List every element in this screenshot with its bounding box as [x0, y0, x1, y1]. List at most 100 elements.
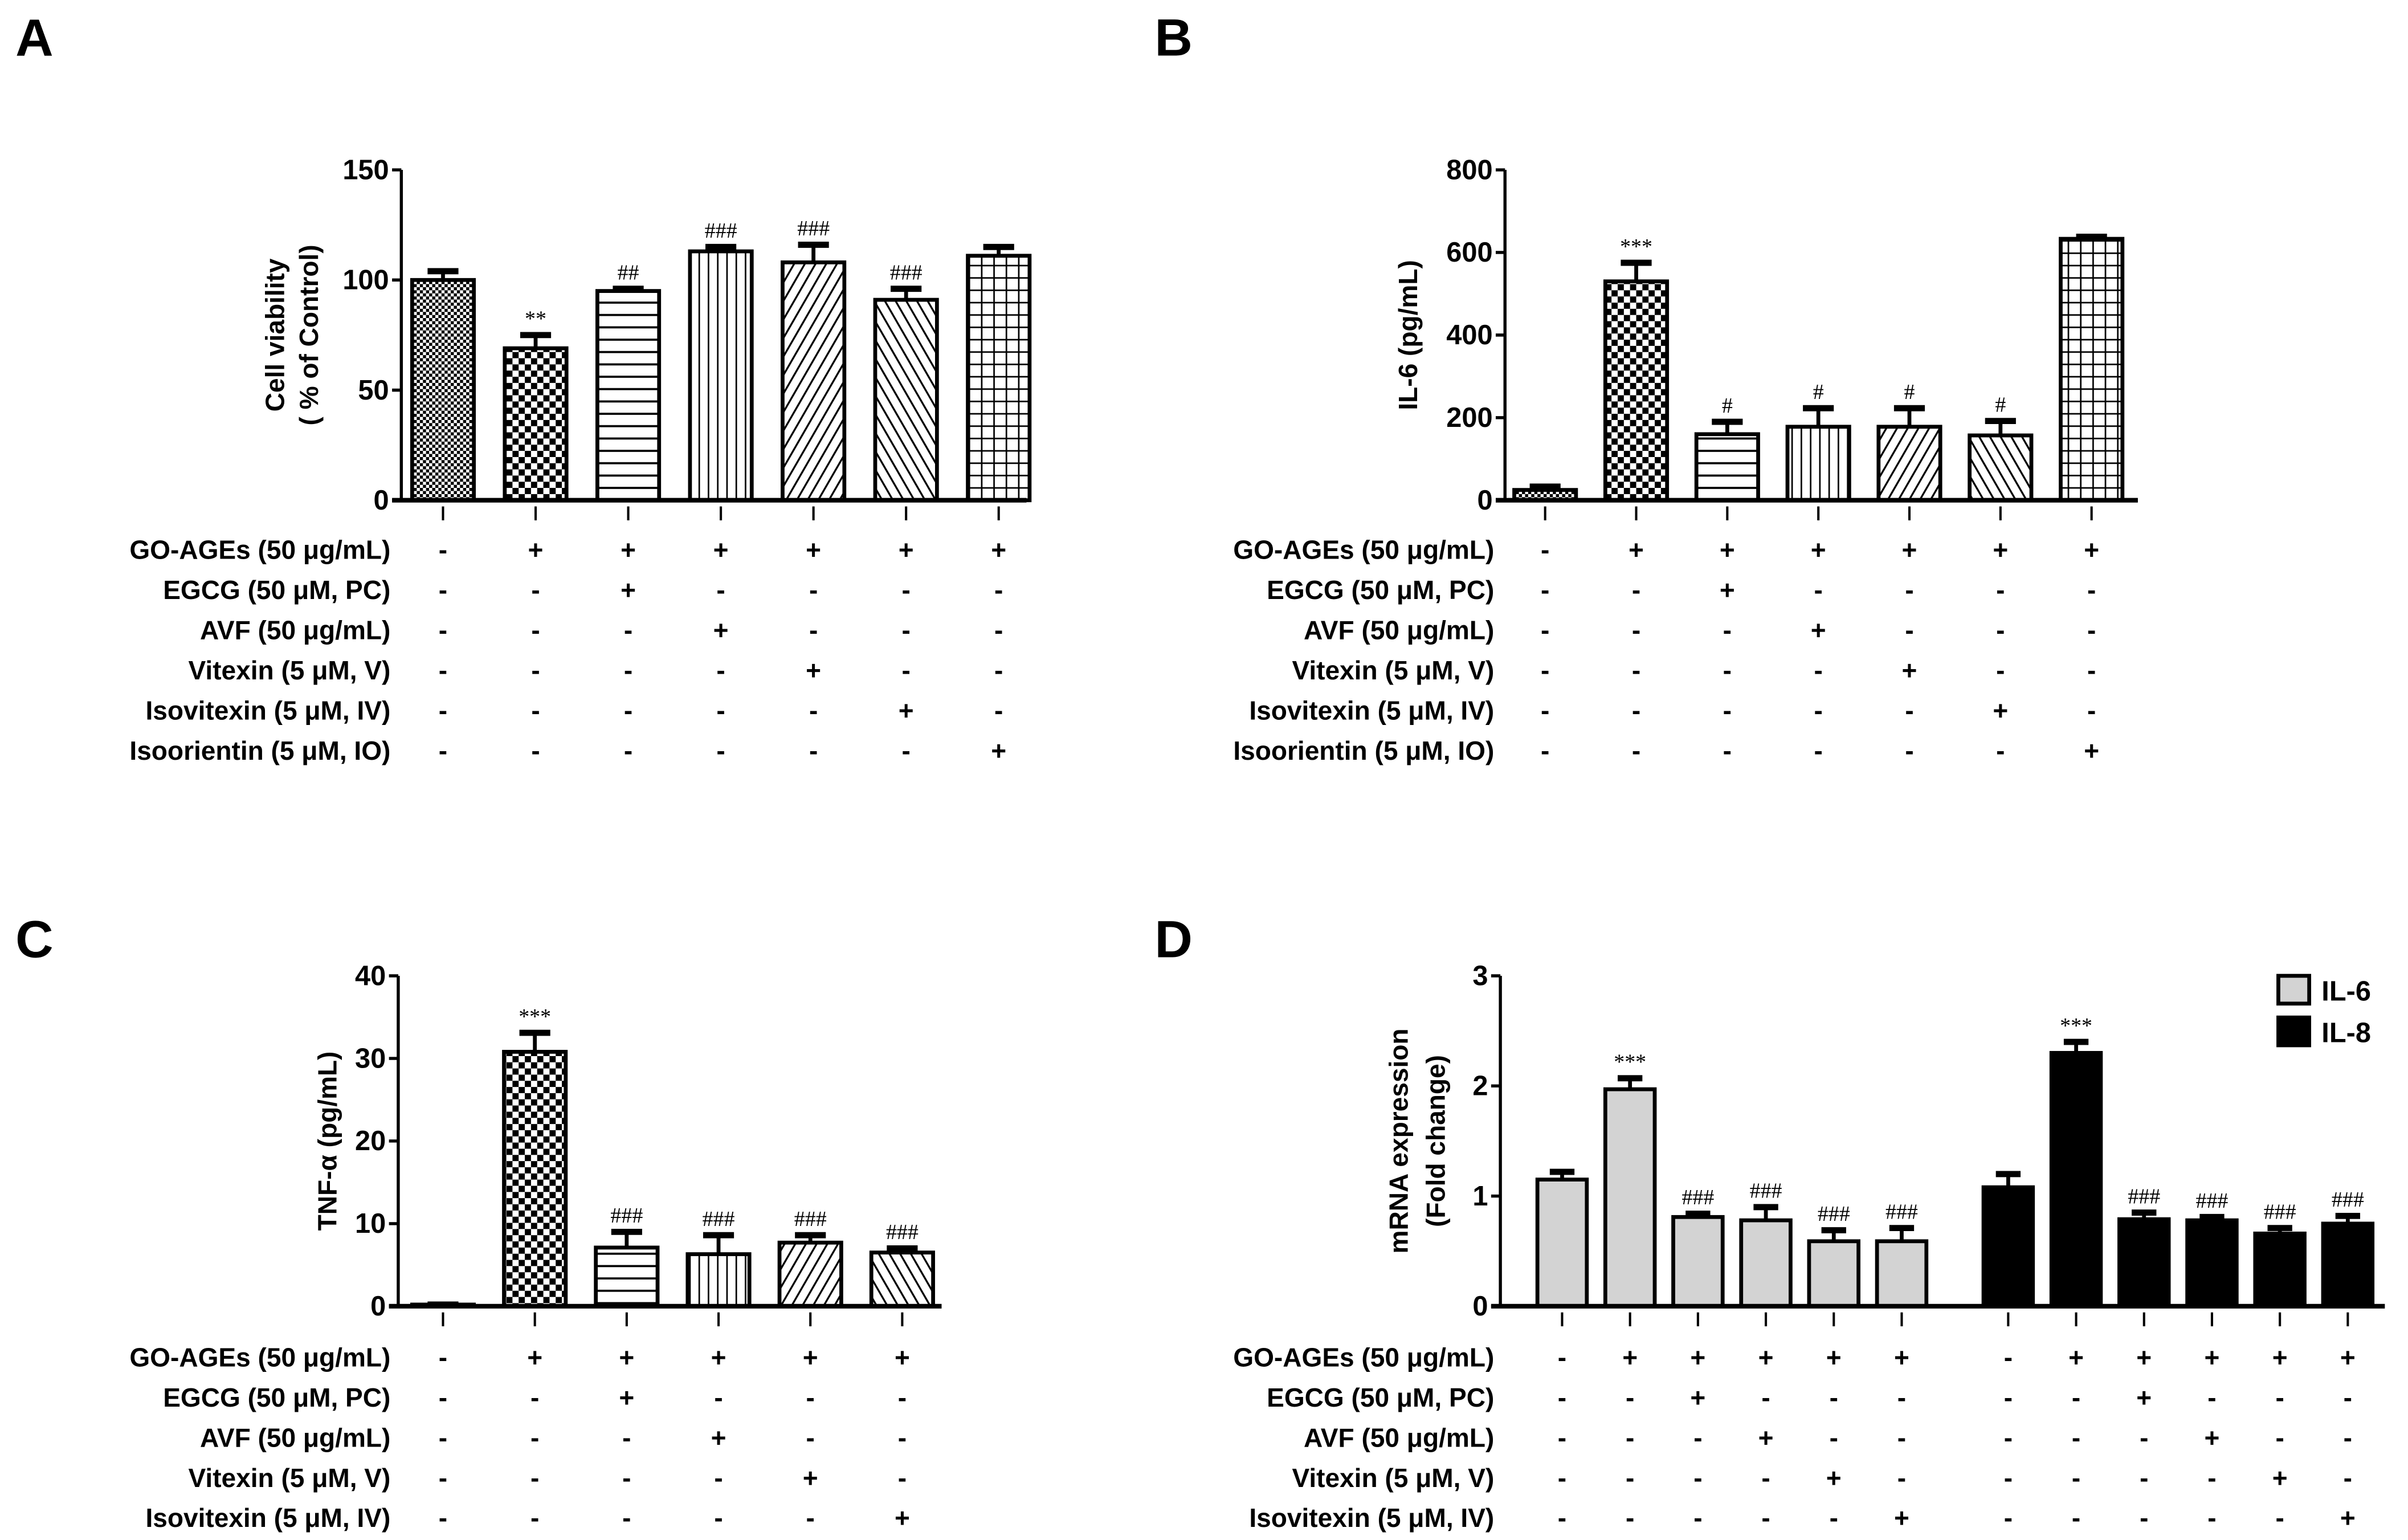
bar [869, 1250, 935, 1309]
bar-il-6 [1535, 1178, 1589, 1309]
significance-label: # [1722, 394, 1733, 418]
condition-sign: - [809, 736, 818, 765]
condition-sign: + [2205, 1342, 2220, 1372]
bar [873, 298, 939, 503]
condition-sign: + [2340, 1503, 2356, 1533]
condition-sign: - [809, 616, 818, 645]
condition-label: Isovitexin (5 μM, IV) [1249, 695, 1494, 725]
bar [1968, 433, 2034, 503]
condition-sign: - [714, 1383, 723, 1412]
condition-label: EGCG (50 μM, PC) [163, 575, 390, 605]
bar [685, 1252, 752, 1309]
condition-sign: - [439, 1463, 447, 1493]
condition-sign: + [711, 1423, 727, 1452]
condition-sign: + [806, 535, 821, 565]
condition-sign: + [991, 736, 1006, 765]
condition-sign: - [2072, 1463, 2080, 1493]
significance-label: # [1904, 380, 1915, 404]
condition-sign: - [531, 655, 540, 685]
condition-sign: - [1723, 736, 1732, 765]
condition-sign: + [1993, 535, 2008, 565]
condition-sign: + [713, 616, 729, 645]
condition-sign: - [624, 736, 632, 765]
panel-c: *** ### ### ### ### 0 10 20 30 40 TNF-α (pg/mL) GO-… [129, 960, 942, 1533]
y-tick-label: 10 [355, 1208, 386, 1239]
significance-label: ### [2128, 1184, 2160, 1208]
significance-label: # [1813, 380, 1824, 404]
significance-label: ** [525, 307, 546, 331]
condition-label: AVF (50 μg/mL) [1304, 1423, 1494, 1452]
condition-sign: - [1541, 736, 1549, 765]
condition-sign: - [1996, 736, 2005, 765]
condition-sign: - [1897, 1423, 1906, 1452]
condition-sign: - [1558, 1503, 1566, 1533]
condition-sign: + [621, 575, 636, 605]
bar [595, 289, 662, 503]
significance-label: ### [703, 1207, 735, 1231]
condition-sign: + [2136, 1342, 2152, 1372]
condition-sign: + [1629, 535, 1644, 565]
condition-sign: - [1723, 616, 1732, 645]
significance-label: *** [1614, 1050, 1646, 1074]
condition-sign: - [2004, 1463, 2013, 1493]
condition-sign: + [991, 535, 1006, 565]
condition-sign: + [2068, 1342, 2084, 1372]
condition-sign: - [1996, 655, 2005, 685]
condition-sign: + [1811, 616, 1826, 645]
condition-sign: + [1720, 535, 1735, 565]
condition-sign: + [1894, 1503, 1909, 1533]
bar [1876, 425, 1942, 503]
condition-sign: - [714, 1463, 723, 1493]
condition-sign: - [439, 1503, 447, 1533]
significance-label: ### [1681, 1185, 1714, 1209]
condition-sign: - [1830, 1383, 1838, 1412]
condition-sign: + [1826, 1342, 1842, 1372]
bar-il-8 [2253, 1231, 2307, 1309]
condition-sign: - [2072, 1383, 2080, 1412]
condition-sign: - [2275, 1383, 2284, 1412]
condition-sign: - [439, 1423, 447, 1452]
significance-label: ### [1750, 1179, 1782, 1203]
condition-sign: - [1693, 1423, 1702, 1452]
bar-il-8 [2185, 1218, 2239, 1309]
bar-il-8 [1981, 1185, 2035, 1309]
y-tick-label: 600 [1446, 237, 1492, 268]
condition-sign: - [439, 695, 447, 725]
condition-sign: - [901, 575, 910, 605]
condition-sign: + [2205, 1423, 2220, 1452]
condition-sign: - [1814, 655, 1823, 685]
panel-letter-a: A [15, 9, 54, 67]
significance-label: ### [2196, 1189, 2229, 1213]
significance-label: ### [890, 260, 923, 284]
condition-sign: - [806, 1423, 815, 1452]
bar-il-6 [1671, 1215, 1725, 1309]
legend-swatch-il-8 [2276, 1015, 2312, 1048]
condition-label: EGCG (50 μM, PC) [1267, 1383, 1494, 1412]
condition-sign: - [1632, 575, 1640, 605]
condition-label: Isoorientin (5 μM, IO) [1233, 736, 1494, 765]
condition-sign: - [1723, 695, 1732, 725]
condition-sign: - [1558, 1383, 1566, 1412]
y-tick-label: 0 [370, 1291, 386, 1322]
condition-sign: - [1558, 1342, 1566, 1372]
condition-sign: - [2004, 1342, 2013, 1372]
condition-sign: - [2087, 655, 2096, 685]
condition-sign: - [1814, 736, 1823, 765]
condition-sign: + [1902, 535, 1917, 565]
condition-label: GO-AGEs (50 μg/mL) [129, 535, 390, 565]
bar [2059, 237, 2125, 503]
significance-label: ### [797, 217, 830, 241]
condition-sign: + [621, 535, 636, 565]
y-axis-label: Cell viability [260, 258, 289, 412]
condition-sign: - [994, 616, 1003, 645]
condition-sign: - [1830, 1423, 1838, 1452]
condition-sign: + [1720, 575, 1735, 605]
condition-sign: - [1626, 1463, 1634, 1493]
condition-sign: - [716, 575, 725, 605]
condition-sign: + [1758, 1342, 1774, 1372]
y-axis-label: TNF-α (pg/mL) [313, 1052, 342, 1231]
y-tick-label: 0 [374, 485, 389, 516]
condition-label: GO-AGEs (50 μg/mL) [129, 1342, 390, 1372]
condition-sign: + [806, 655, 821, 685]
